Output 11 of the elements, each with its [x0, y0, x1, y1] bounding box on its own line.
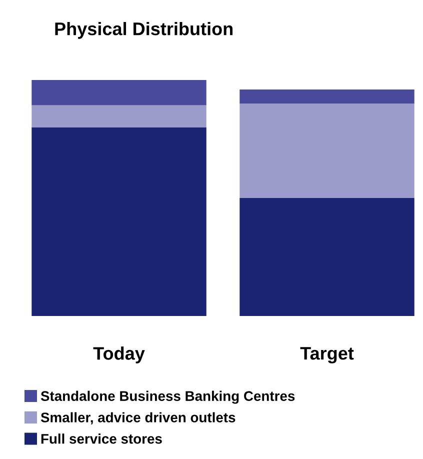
legend-label: Smaller, advice driven outlets	[40, 412, 236, 424]
bar	[240, 198, 414, 316]
bar	[32, 105, 206, 128]
x-tick-label: Today	[93, 346, 145, 364]
x-tick-label: Target	[300, 347, 354, 364]
chart-title: Physical Distribution	[55, 22, 232, 39]
bar	[32, 80, 206, 106]
bar	[240, 89, 414, 104]
legend-label: Full service stores	[41, 434, 162, 444]
bar	[240, 104, 414, 198]
legend-label: Standalone Business Banking Centres	[40, 390, 295, 404]
